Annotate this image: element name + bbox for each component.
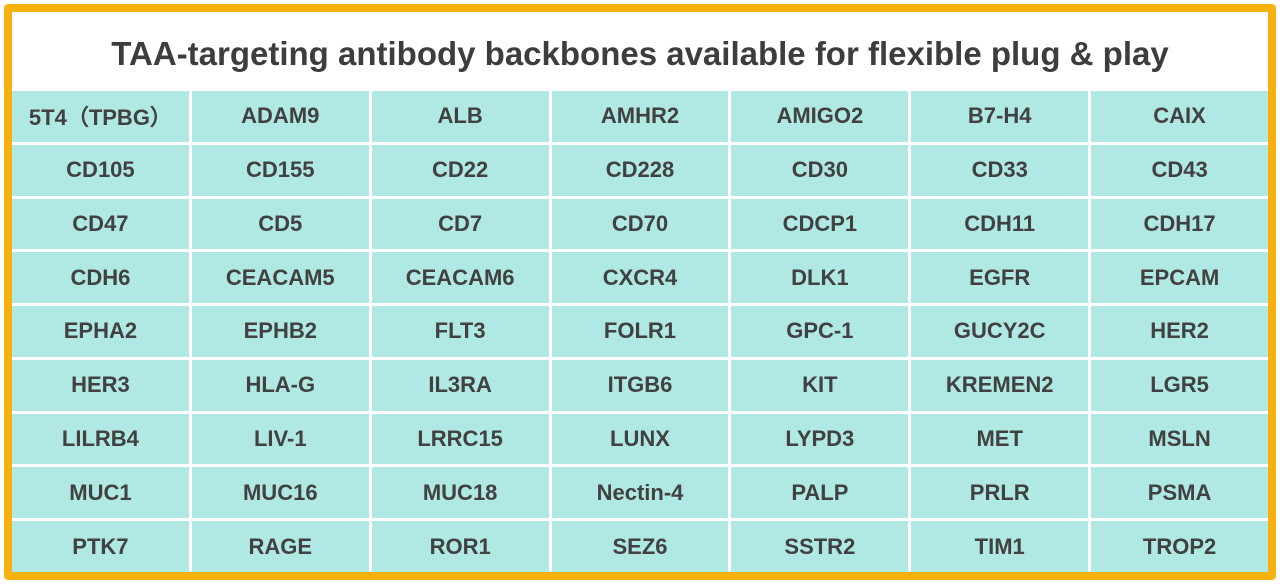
- target-cell: PALP: [731, 467, 909, 519]
- target-cell: CD105: [12, 144, 189, 196]
- target-cell: LUNX: [551, 413, 729, 465]
- target-cell: CD5: [191, 198, 369, 250]
- target-cell: LGR5: [1091, 359, 1268, 411]
- target-cell: PTK7: [12, 521, 189, 572]
- target-cell: CDH17: [1091, 198, 1268, 250]
- target-grid: 5T4（TPBG） ADAM9 ALB AMHR2 AMIGO2 B7-H4 CAIX CD1…: [12, 91, 1268, 572]
- target-cell: MSLN: [1091, 413, 1268, 465]
- target-cell: HER2: [1091, 306, 1268, 357]
- target-cell: CD47: [12, 198, 189, 250]
- target-cell: CDH6: [12, 252, 189, 304]
- page-title: TAA-targeting antibody backbones availab…: [111, 34, 1169, 72]
- target-cell: CAIX: [1091, 91, 1268, 142]
- target-cell: MUC16: [191, 467, 369, 519]
- target-cell: AMHR2: [551, 91, 729, 142]
- target-cell: 5T4（TPBG）: [12, 91, 189, 142]
- target-cell: CD22: [371, 144, 549, 196]
- target-cell: EPCAM: [1091, 252, 1268, 304]
- target-cell: MUC18: [371, 467, 549, 519]
- target-cell: PSMA: [1091, 467, 1268, 519]
- target-cell: KREMEN2: [911, 359, 1089, 411]
- target-cell: EGFR: [911, 252, 1089, 304]
- target-cell: CXCR4: [551, 252, 729, 304]
- target-cell: CEACAM6: [371, 252, 549, 304]
- target-cell: CD33: [911, 144, 1089, 196]
- target-cell: SEZ6: [551, 521, 729, 572]
- target-cell: SSTR2: [731, 521, 909, 572]
- target-cell: HLA-G: [191, 359, 369, 411]
- target-cell: FLT3: [371, 306, 549, 357]
- target-cell: CD228: [551, 144, 729, 196]
- target-cell: CEACAM5: [191, 252, 369, 304]
- target-cell: IL3RA: [371, 359, 549, 411]
- target-cell: DLK1: [731, 252, 909, 304]
- target-cell: LIV-1: [191, 413, 369, 465]
- target-cell: TROP2: [1091, 521, 1268, 572]
- target-cell: TIM1: [911, 521, 1089, 572]
- target-cell: CD43: [1091, 144, 1268, 196]
- target-cell: ADAM9: [191, 91, 369, 142]
- target-cell: LILRB4: [12, 413, 189, 465]
- target-cell: EPHA2: [12, 306, 189, 357]
- target-cell: CDCP1: [731, 198, 909, 250]
- target-cell: MUC1: [12, 467, 189, 519]
- target-cell: CD70: [551, 198, 729, 250]
- target-cell: HER3: [12, 359, 189, 411]
- target-cell: GPC-1: [731, 306, 909, 357]
- target-cell: AMIGO2: [731, 91, 909, 142]
- target-cell: ALB: [371, 91, 549, 142]
- target-cell: B7-H4: [911, 91, 1089, 142]
- target-cell: FOLR1: [551, 306, 729, 357]
- target-cell: ROR1: [371, 521, 549, 572]
- target-cell: GUCY2C: [911, 306, 1089, 357]
- target-cell: CDH11: [911, 198, 1089, 250]
- target-cell: CD30: [731, 144, 909, 196]
- target-cell: RAGE: [191, 521, 369, 572]
- target-cell: LRRC15: [371, 413, 549, 465]
- target-cell: EPHB2: [191, 306, 369, 357]
- target-cell: PRLR: [911, 467, 1089, 519]
- target-cell: MET: [911, 413, 1089, 465]
- target-cell: CD155: [191, 144, 369, 196]
- target-cell: KIT: [731, 359, 909, 411]
- target-cell: CD7: [371, 198, 549, 250]
- target-cell: LYPD3: [731, 413, 909, 465]
- target-cell: Nectin-4: [551, 467, 729, 519]
- slide-frame: TAA-targeting antibody backbones availab…: [4, 4, 1276, 580]
- target-cell: ITGB6: [551, 359, 729, 411]
